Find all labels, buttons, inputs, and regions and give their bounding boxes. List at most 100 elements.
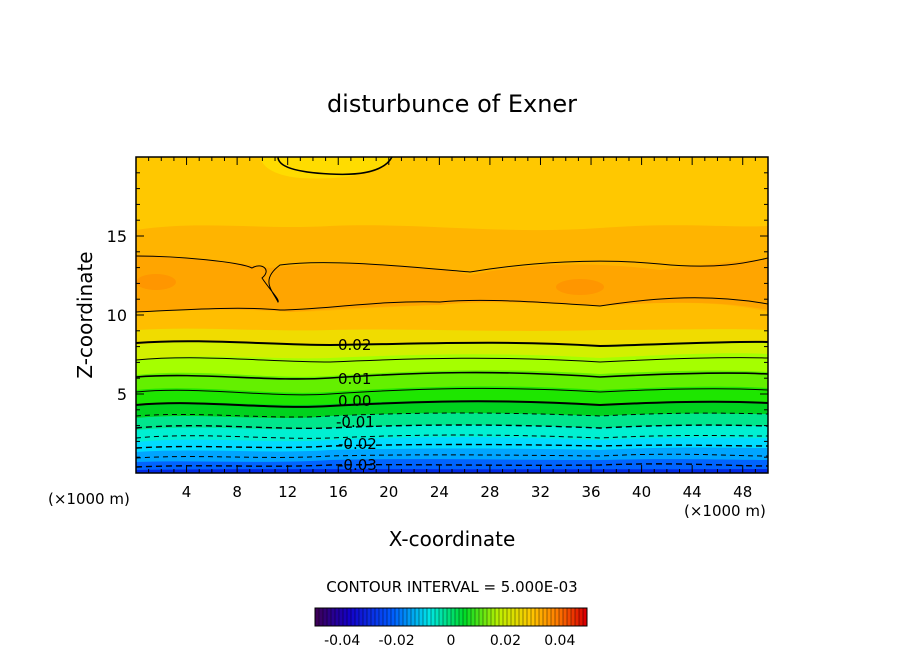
contour-upper-thin-2 — [136, 297, 768, 313]
colorbar-cell — [463, 608, 468, 626]
colorbar-cell — [495, 608, 500, 626]
colorbar-cell — [331, 608, 336, 626]
colorbar-cell — [371, 608, 376, 626]
colorbar-cell — [523, 608, 528, 626]
band-core-orange — [136, 255, 768, 312]
x-tick-label: 16 — [329, 483, 348, 501]
colorbar-cell — [527, 608, 532, 626]
contour-label: 0.01 — [338, 370, 371, 388]
colorbar-cell — [571, 608, 576, 626]
colorbar-cell — [583, 608, 588, 626]
colorbar-cell — [543, 608, 548, 626]
x-tick-label: 12 — [278, 483, 297, 501]
colorbar-cell — [359, 608, 364, 626]
y-axis-label: Z-coordinate — [73, 251, 97, 378]
contour-neg-0.015 — [136, 434, 768, 439]
x-tick-label: 24 — [430, 483, 449, 501]
colorbar-cell — [403, 608, 408, 626]
y-tick-label: 15 — [107, 227, 127, 246]
colorbar-cell — [423, 608, 428, 626]
colorbar-cell — [443, 608, 448, 626]
colorbar-cell — [415, 608, 420, 626]
x-tick-label: 36 — [581, 483, 600, 501]
colorbar-cell — [439, 608, 444, 626]
contour-neg-0.005 — [136, 412, 768, 418]
colorbar-cell — [503, 608, 508, 626]
colorbar-cell — [327, 608, 332, 626]
colorbar-cell — [551, 608, 556, 626]
contour-label: -0.01 — [336, 413, 375, 431]
colorbar-cell — [411, 608, 416, 626]
colorbar-cell — [419, 608, 424, 626]
x-tick-label: 44 — [683, 483, 702, 501]
colorbar-cell — [335, 608, 340, 626]
colorbar-cell — [379, 608, 384, 626]
contour-interval-text: CONTOUR INTERVAL = 5.000E-03 — [326, 578, 577, 596]
contour-lines — [136, 157, 768, 468]
contour-top — [277, 157, 393, 176]
x-axis-unit-left: (×1000 m) — [48, 490, 130, 508]
x-axis: 4 8 12 16 20 24 28 32 36 40 44 48 — [148, 157, 756, 501]
colorbar-cell — [467, 608, 472, 626]
x-tick-label: 48 — [733, 483, 752, 501]
colorbar-cell — [395, 608, 400, 626]
colorbar-cell — [575, 608, 580, 626]
colorbar-cell — [507, 608, 512, 626]
colorbar-cell — [547, 608, 552, 626]
colorbar-cell — [483, 608, 488, 626]
colorbar-cell — [347, 608, 352, 626]
colorbar-cell — [431, 608, 436, 626]
colorbar-cell — [355, 608, 360, 626]
colorbar-cell — [519, 608, 524, 626]
contour-label: -0.03 — [338, 456, 377, 474]
contour-0.005 — [136, 387, 768, 396]
x-tick-label: 32 — [531, 483, 550, 501]
colorbar-cell — [383, 608, 388, 626]
local-max-left — [136, 274, 176, 290]
colorbar-cell — [323, 608, 328, 626]
colorbar-cell — [367, 608, 372, 626]
colorbar-cell — [435, 608, 440, 626]
colorbar-cell — [479, 608, 484, 626]
y-axis: 5 10 15 — [107, 172, 768, 458]
colorbar-cell — [427, 608, 432, 626]
contour-neg-0.03 — [136, 463, 768, 468]
colorbar-cell — [343, 608, 348, 626]
colorbar-cell — [351, 608, 356, 626]
contour-0.015 — [136, 357, 768, 363]
contour-neg-0.02 — [136, 443, 768, 449]
x-tick-label: 28 — [480, 483, 499, 501]
colorbar-cell — [455, 608, 460, 626]
y-tick-label: 5 — [117, 385, 127, 404]
colorbar-cell — [315, 608, 320, 626]
colorbar-cell — [363, 608, 368, 626]
colorbar-cell — [475, 608, 480, 626]
colorbar-tick-label: 0.02 — [490, 633, 521, 649]
colorbar-cell — [531, 608, 536, 626]
chart-title: disturbunce of Exner — [327, 90, 577, 118]
local-max-right — [556, 279, 604, 295]
colorbar-cell — [491, 608, 496, 626]
colorbar-cell — [459, 608, 464, 626]
colorbar-tick-label: 0 — [447, 633, 456, 649]
colorbar-cell — [555, 608, 560, 626]
contour-neg-0.025 — [136, 453, 768, 459]
contour-label: 0.00 — [338, 392, 371, 410]
x-tick-label: 40 — [632, 483, 651, 501]
colorbar-cell — [447, 608, 452, 626]
colorbar-ticks: -0.04 -0.02 0 0.02 0.04 — [324, 633, 575, 649]
x-axis-label: X-coordinate — [389, 527, 516, 551]
colorbar-cell — [387, 608, 392, 626]
contour-label: 0.02 — [338, 336, 371, 354]
contour-neg-0.01 — [136, 424, 768, 430]
colorbar-cell — [375, 608, 380, 626]
colorbar-cell — [451, 608, 456, 626]
contour-upper-thin — [136, 255, 768, 303]
plot-area: 0.02 0.01 0.00 -0.01 -0.02 -0.03 — [136, 157, 768, 474]
colorbar-cell — [499, 608, 504, 626]
colorbar-tick-label: -0.02 — [378, 633, 414, 649]
contour-label-group: 0.02 0.01 0.00 -0.01 -0.02 -0.03 — [336, 336, 377, 474]
x-axis-unit-right: (×1000 m) — [684, 502, 766, 520]
colorbar-cell — [407, 608, 412, 626]
contour-label: -0.02 — [338, 435, 377, 453]
